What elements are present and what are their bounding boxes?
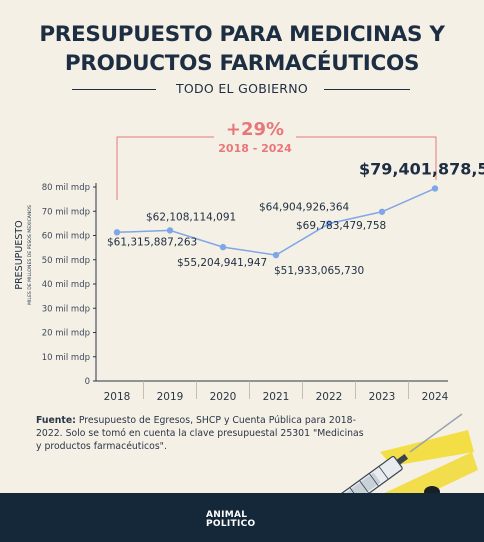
y-tick-label: 70 mil mdp — [42, 207, 90, 217]
x-tick-label: 2024 — [422, 391, 449, 403]
data-point — [431, 185, 439, 192]
animal-politico-logo: ANIMAL POLITICO — [206, 511, 255, 529]
highlight-change: +29% — [226, 119, 284, 140]
x-tick-label: 2019 — [157, 391, 184, 403]
subtitle: TODO EL GOBIERNO — [0, 81, 484, 96]
data-label: $55,204,941,947 — [177, 257, 267, 269]
x-tick-label: 2021 — [263, 391, 290, 403]
source-note: Fuente: Presupuesto de Egresos, SHCP y C… — [36, 414, 366, 453]
data-label: $69,783,479,758 — [296, 220, 386, 232]
x-tick-label: 2020 — [210, 391, 237, 403]
data-labels: $61,315,887,263 $62,108,114,091 $55,204,94… — [107, 159, 484, 277]
axes: 0 10 mil mdp 20 mil mdp 30 mil mdp 40 mil md… — [42, 183, 449, 403]
series — [113, 185, 439, 259]
highlight-range: 2018 - 2024 — [218, 142, 292, 155]
subtitle-rule-left — [72, 89, 156, 90]
subtitle-row: TODO EL GOBIERNO — [0, 81, 484, 97]
x-tick-label: 2023 — [369, 391, 396, 403]
y-tick-label: 0 — [85, 377, 90, 387]
data-label: $51,933,065,730 — [274, 265, 364, 277]
data-label: $79,401,878,530 — [359, 159, 484, 178]
y-tick-label: 40 mil mdp — [42, 280, 90, 290]
y-axis-title-group: PRESUPUESTO MILES DE MILLONES DE PESOS M… — [14, 205, 33, 305]
data-point — [272, 251, 280, 259]
y-axis-title: PRESUPUESTO — [14, 220, 25, 289]
data-point — [166, 227, 174, 234]
data-point — [113, 229, 121, 236]
x-tick-label: 2018 — [104, 391, 131, 403]
y-tick-label: 30 mil mdp — [42, 304, 90, 314]
y-tick-label: 50 mil mdp — [42, 256, 90, 266]
y-tick-label: 80 mil mdp — [42, 183, 90, 193]
logo-line-2: POLITICO — [206, 519, 256, 529]
page-title: PRESUPUESTO PARA MEDICINAS Y PRODUCTOS F… — [0, 20, 484, 78]
source-text: Presupuesto de Egresos, SHCP y Cuenta Pú… — [36, 415, 364, 452]
subtitle-rule-right — [324, 89, 410, 90]
y-tick-label: 20 mil mdp — [42, 329, 90, 339]
title-line-1: PRESUPUESTO PARA MEDICINAS Y — [39, 22, 445, 47]
subtitle-text: TODO EL GOBIERNO — [169, 81, 315, 96]
x-tick-label: 2022 — [316, 391, 343, 403]
data-label: $62,108,114,091 — [146, 211, 236, 223]
source-label: Fuente: — [36, 415, 76, 426]
data-label: $61,315,887,263 — [107, 236, 197, 248]
data-label: $64,904,926,364 — [259, 202, 349, 214]
footer-bar — [0, 493, 484, 542]
data-point — [325, 220, 333, 227]
data-point — [219, 243, 227, 251]
needle — [409, 413, 463, 453]
y-tick-label: 60 mil mdp — [42, 232, 90, 242]
data-point — [378, 208, 386, 215]
logo-line-1: ANIMAL — [206, 510, 248, 520]
y-tick-label: 10 mil mdp — [42, 353, 90, 363]
y-axis-subtitle: MILES DE MILLONES DE PESOS MEXICANOS — [27, 205, 33, 305]
title-line-2: PRODUCTOS FARMACÉUTICOS — [64, 51, 420, 76]
highlight-bracket — [116, 136, 437, 200]
